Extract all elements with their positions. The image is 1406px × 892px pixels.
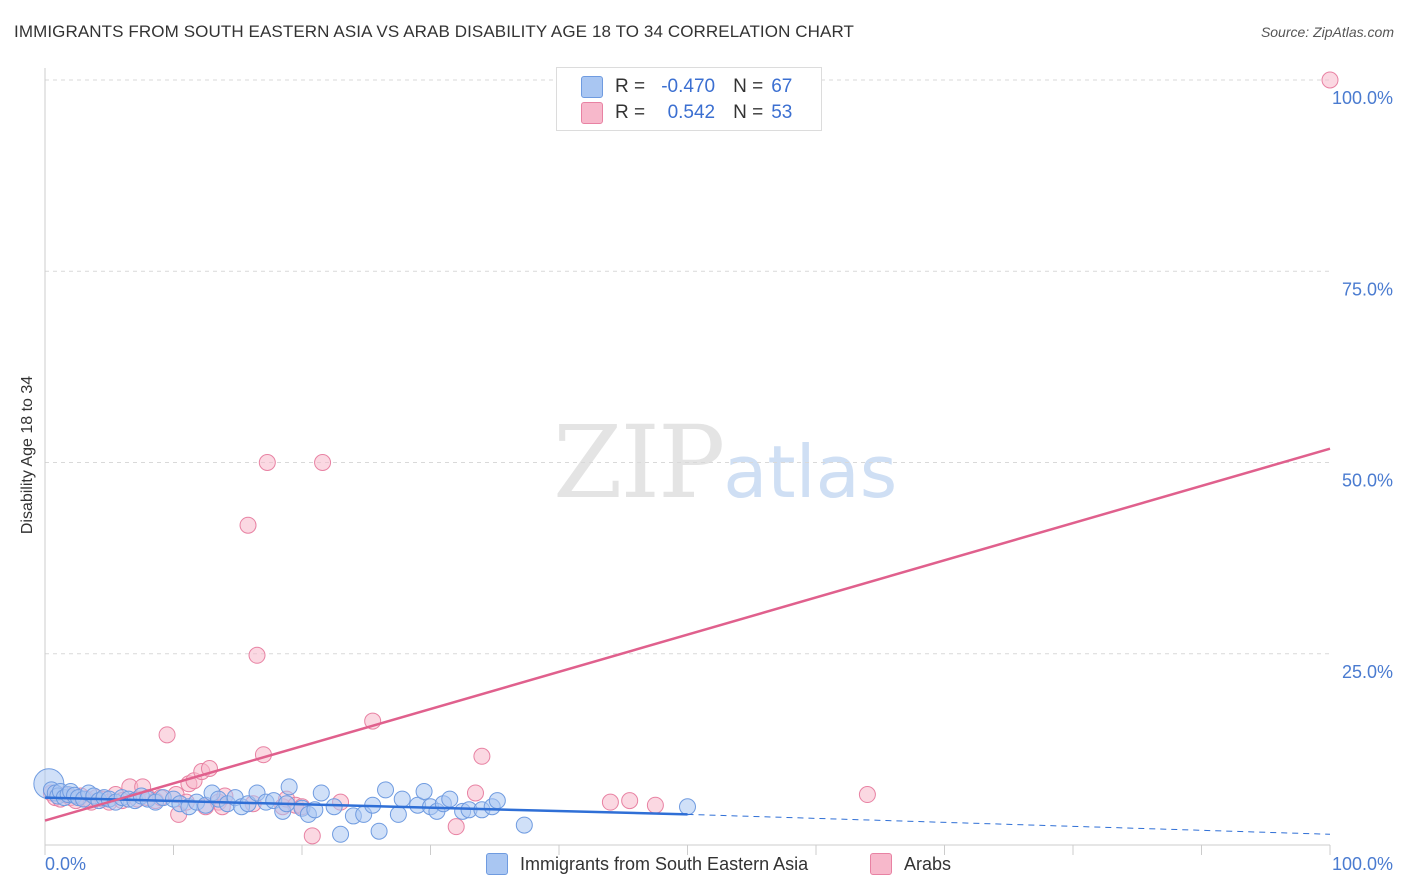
sea-trend-extension (687, 813, 1331, 835)
tick-labels: 25.0% 50.0% 75.0% 100.0% 0.0% 100.0% (45, 88, 1393, 874)
arabs-point (601, 793, 619, 811)
sea-point (325, 798, 343, 816)
blue-swatch (581, 76, 603, 98)
sea-point (332, 825, 350, 843)
r-value: 0.542 (667, 102, 716, 123)
legend-row-pink: R = 0.542 N = 53 (581, 101, 792, 125)
sea-point (370, 822, 388, 840)
sea-point (389, 805, 407, 823)
sea-point (515, 816, 533, 834)
y-tick-label: 100.0% (1332, 88, 1393, 108)
arabs-point (621, 792, 639, 810)
trend-lines (44, 447, 1331, 835)
legend-item-arabs: Arabs (870, 852, 951, 876)
sea-point (393, 790, 411, 808)
x-tick-label-min: 0.0% (45, 854, 86, 874)
arabs-point (158, 726, 176, 744)
chart-title: IMMIGRANTS FROM SOUTH EASTERN ASIA VS AR… (14, 22, 855, 41)
n-label: N = (733, 76, 764, 97)
sea-point (415, 782, 433, 800)
sea-point (488, 792, 506, 810)
r-value: -0.470 (661, 76, 716, 97)
watermark-atlas: atlas (723, 430, 898, 514)
arabs-swatch (870, 853, 892, 875)
legend-row-blue: R = -0.470 N = 67 (581, 75, 792, 99)
legend-label-sea: Immigrants from South Eastern Asia (520, 853, 809, 874)
arabs-point (239, 516, 257, 534)
pink-swatch (581, 102, 603, 124)
arabs-point (248, 646, 266, 664)
sea-point (377, 781, 395, 799)
grid-lines (45, 79, 1330, 655)
r-label: R = (615, 102, 646, 123)
arabs-points (42, 71, 1339, 845)
arabs-point (473, 747, 491, 765)
legend-item-sea: Immigrants from South Eastern Asia (486, 852, 808, 876)
y-tick-label: 25.0% (1342, 662, 1393, 682)
n-value: 53 (771, 102, 793, 123)
arabs-point (447, 818, 465, 836)
sea-trend-line (44, 796, 688, 816)
n-label: N = (733, 102, 764, 123)
arabs-point (646, 796, 664, 814)
sea-point (312, 784, 330, 802)
arabs-point (858, 786, 876, 804)
arabs-point (466, 784, 484, 802)
arabs-point (314, 454, 332, 471)
sea-point (280, 778, 298, 796)
y-tick-label: 75.0% (1342, 279, 1393, 299)
r-label: R = (615, 76, 646, 97)
n-value: 67 (771, 76, 793, 97)
arabs-point (1321, 71, 1339, 89)
arabs-trend-line (44, 447, 1331, 822)
x-tick-label-max: 100.0% (1332, 854, 1393, 874)
legend-label-arabs: Arabs (904, 853, 952, 874)
correlation-legend: R = -0.470 N = 67 R = 0.542 N = 53 (556, 67, 822, 131)
arabs-point (258, 454, 276, 471)
arabs-point (303, 827, 321, 845)
sea-point (441, 790, 459, 808)
sea-swatch (486, 853, 508, 875)
source-credit: Source: ZipAtlas.com (1260, 24, 1394, 40)
sea-point (679, 798, 696, 816)
y-tick-label: 50.0% (1342, 471, 1393, 491)
axes (44, 68, 1331, 855)
